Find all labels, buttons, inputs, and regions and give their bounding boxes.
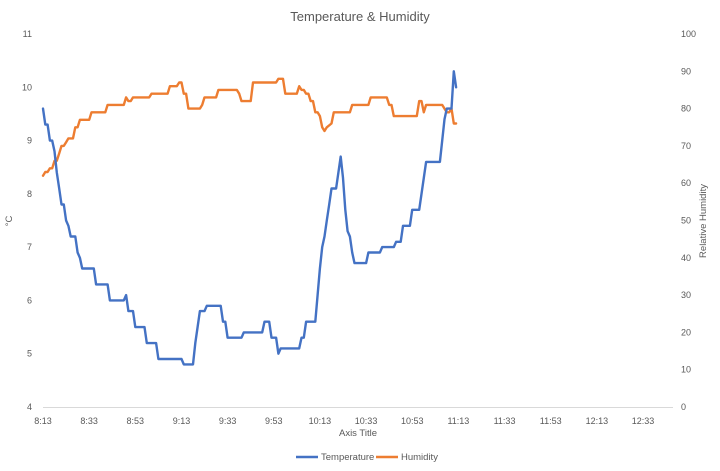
y-right-axis-title: Relative Humidity [698, 184, 709, 258]
x-axis-title: Axis Title [339, 428, 377, 439]
y-left-tick-label: 8 [27, 189, 32, 199]
temperature-series-line [41, 70, 458, 366]
y-right-tick-label: 0 [681, 402, 686, 412]
x-tick-label: 10:13 [309, 416, 332, 426]
x-tick-label: 9:13 [173, 416, 191, 426]
x-tick-label: 11:53 [540, 416, 562, 426]
x-tick-label: 8:13 [34, 416, 52, 426]
y-left-tick-label: 10 [22, 82, 32, 92]
x-tick-label: 12:13 [586, 416, 609, 426]
x-tick-label: 8:53 [127, 416, 145, 426]
legend-item-humidity: Humidity [376, 452, 438, 463]
y-left-tick-label: 7 [27, 242, 32, 252]
y-right-tick-label: 80 [681, 104, 691, 114]
legend-label: Humidity [401, 452, 438, 463]
y-left-tick-label: 4 [27, 402, 32, 412]
x-tick-label: 8:33 [80, 416, 98, 426]
y-right-tick-label: 90 [681, 66, 691, 76]
chart-title: Temperature & Humidity [290, 9, 430, 24]
legend-item-temperature: Temperature [296, 452, 374, 463]
y-left-tick-label: 11 [23, 29, 32, 39]
x-tick-label: 11:13 [447, 416, 469, 426]
x-tick-label: 9:33 [219, 416, 237, 426]
x-tick-labels: 8:13 8:33 8:53 9:13 9:33 9:53 10:13 10:33 10:53 1… [34, 416, 654, 426]
y-right-tick-labels: 0 10 20 30 40 50 60 70 80 90 100 [681, 29, 696, 412]
y-left-axis-title: °C [4, 216, 15, 227]
y-right-tick-label: 70 [681, 141, 691, 151]
series-layer [41, 70, 458, 366]
x-tick-label: 9:53 [265, 416, 283, 426]
humidity-series-line [41, 77, 458, 177]
y-right-tick-label: 30 [681, 290, 691, 300]
y-left-tick-label: 6 [27, 295, 32, 305]
legend-label: Temperature [321, 452, 374, 463]
y-right-tick-label: 50 [681, 216, 691, 226]
y-right-tick-label: 10 [681, 365, 691, 375]
y-left-tick-labels: 4 5 6 7 8 9 10 11 [22, 29, 32, 412]
y-left-tick-label: 5 [27, 349, 32, 359]
x-tick-label: 10:53 [401, 416, 424, 426]
y-left-tick-label: 9 [27, 136, 32, 146]
x-tick-label: 10:33 [355, 416, 378, 426]
y-right-tick-label: 100 [681, 29, 696, 39]
y-right-tick-label: 20 [681, 327, 691, 337]
legend: Temperature Humidity [296, 452, 438, 463]
x-tick-label: 12:33 [632, 416, 655, 426]
y-right-tick-label: 40 [681, 253, 691, 263]
y-right-tick-label: 60 [681, 178, 691, 188]
x-tick-label: 11:33 [494, 416, 516, 426]
